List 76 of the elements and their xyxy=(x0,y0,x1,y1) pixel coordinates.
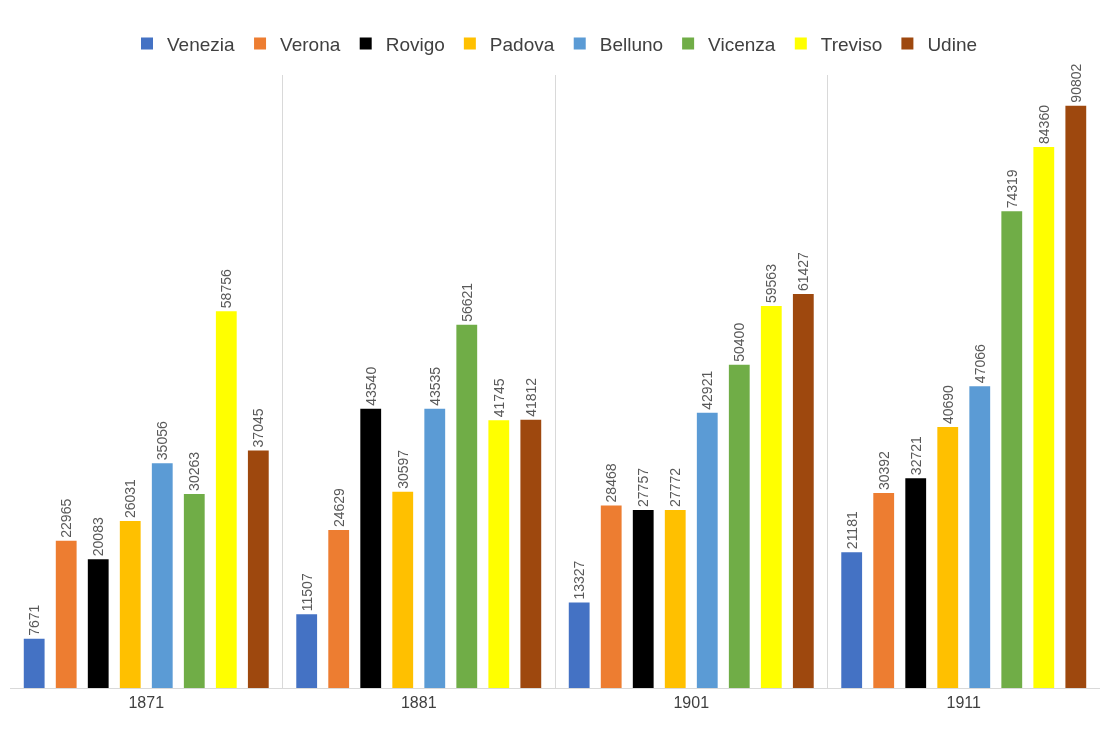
bar xyxy=(1033,146,1055,688)
legend-label: Treviso xyxy=(820,34,883,55)
bar xyxy=(1065,105,1087,688)
data-label: 11507 xyxy=(298,573,315,612)
data-label: 84360 xyxy=(1035,104,1052,144)
bar xyxy=(488,420,510,688)
bar xyxy=(151,463,173,688)
bar xyxy=(841,552,863,688)
legend-label: Rovigo xyxy=(385,34,445,55)
data-label: 27772 xyxy=(667,467,684,507)
bar xyxy=(23,638,45,688)
legend-label: Padova xyxy=(489,34,555,55)
bar xyxy=(632,509,654,688)
bar xyxy=(760,306,782,688)
bar xyxy=(664,509,686,688)
x-tick-label: 1901 xyxy=(673,694,710,712)
data-label: 58756 xyxy=(218,269,235,309)
data-label: 74319 xyxy=(1003,169,1020,209)
bar xyxy=(55,540,77,688)
data-label: 28468 xyxy=(603,463,620,503)
bar xyxy=(728,364,750,688)
data-label: 24629 xyxy=(330,487,347,528)
bar xyxy=(360,408,382,688)
bar xyxy=(456,324,478,688)
bar xyxy=(328,530,350,688)
bar xyxy=(792,294,814,688)
data-label: 43535 xyxy=(426,366,443,406)
bar xyxy=(969,386,991,688)
bar xyxy=(520,419,542,688)
data-label: 41812 xyxy=(522,377,539,417)
x-tick-label: 1911 xyxy=(946,694,982,712)
data-label: 21181 xyxy=(843,511,860,550)
data-label: 7671 xyxy=(26,604,43,636)
data-label: 30597 xyxy=(394,449,411,489)
data-label: 47066 xyxy=(971,344,988,384)
bar xyxy=(296,614,318,688)
data-label: 50400 xyxy=(731,322,748,362)
bar xyxy=(392,491,414,688)
bar xyxy=(873,493,895,688)
data-label: 30263 xyxy=(186,451,203,491)
data-label: 20083 xyxy=(90,517,107,557)
legend-label: Venezia xyxy=(167,34,236,55)
bar xyxy=(568,602,590,688)
legend-label: Vicenza xyxy=(708,34,776,55)
data-label: 35056 xyxy=(154,421,171,461)
bar xyxy=(247,450,269,688)
bar xyxy=(905,478,927,688)
data-label: 42921 xyxy=(699,370,716,410)
data-label: 13327 xyxy=(571,560,588,600)
bar xyxy=(696,412,718,688)
bar xyxy=(424,408,446,688)
data-label: 32721 xyxy=(907,436,924,476)
data-label: 22965 xyxy=(58,498,75,538)
data-label: 90802 xyxy=(1067,63,1084,103)
bar xyxy=(215,311,237,688)
legend-label: Belluno xyxy=(599,34,664,55)
legend-label: Verona xyxy=(280,34,341,55)
bar xyxy=(600,505,622,688)
data-label: 59563 xyxy=(763,263,780,303)
data-label: 30392 xyxy=(875,450,892,491)
bar xyxy=(183,493,205,688)
data-label: 40690 xyxy=(939,384,956,425)
bar xyxy=(1001,211,1023,688)
data-label: 61427 xyxy=(795,251,812,292)
bar xyxy=(937,427,959,688)
data-label: 43540 xyxy=(362,366,379,406)
x-tick-label: 1881 xyxy=(400,694,437,712)
bar xyxy=(119,521,141,688)
data-label: 26031 xyxy=(122,478,139,519)
legend-label: Udine xyxy=(927,34,978,55)
bar xyxy=(87,559,109,688)
data-label: 41745 xyxy=(490,378,507,418)
data-label: 37045 xyxy=(250,408,267,448)
data-label: 27757 xyxy=(635,467,652,507)
data-label: 56621 xyxy=(458,282,475,322)
x-tick-label: 1871 xyxy=(128,694,165,712)
